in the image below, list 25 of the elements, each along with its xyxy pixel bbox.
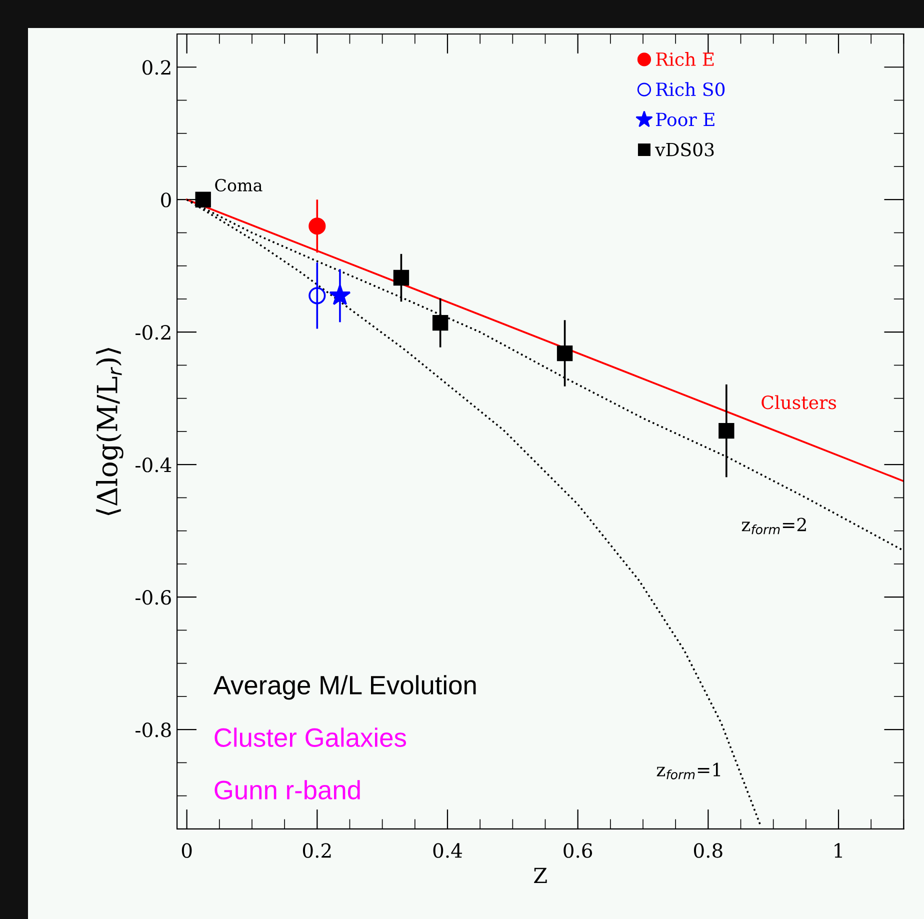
y-tick-label: -0.2 <box>136 325 170 340</box>
y-tick-label: -0.4 <box>136 458 172 472</box>
x-tick-label: 0.2 <box>302 843 331 858</box>
legend-label: Rich S0 <box>656 82 725 96</box>
y-tick-label: -0.8 <box>136 722 171 738</box>
annotation: Gunn r-band <box>214 780 360 800</box>
y-tick-label: -0.6 <box>136 590 171 605</box>
series-label: z$_{form}$=1 <box>656 762 720 780</box>
legend-label: Poor E <box>656 112 714 126</box>
x-tick-label: 0.4 <box>433 843 462 858</box>
y-tick-label: 0.2 <box>142 60 170 75</box>
legend-label: Rich E <box>656 52 714 66</box>
series-label: Clusters <box>762 395 836 410</box>
x-tick-label: 0 <box>182 843 192 858</box>
annotation: Cluster Galaxies <box>214 728 406 747</box>
annotation: Average M/L Evolution <box>213 675 476 700</box>
x-tick-label: 0.6 <box>564 843 592 858</box>
x-tick-label: 1 <box>834 843 842 858</box>
y-tick-label: 0 <box>161 192 171 208</box>
x-axis-title: Z <box>534 868 547 884</box>
y-axis-title: ⟨Δlog(M/L$_{r}$)⟩ <box>96 348 124 516</box>
x-tick-label: 0.8 <box>694 843 722 858</box>
annotation: Coma <box>215 178 262 192</box>
series-label: z$_{form}$=2 <box>742 518 806 534</box>
legend-label: vDS03 <box>655 142 714 156</box>
